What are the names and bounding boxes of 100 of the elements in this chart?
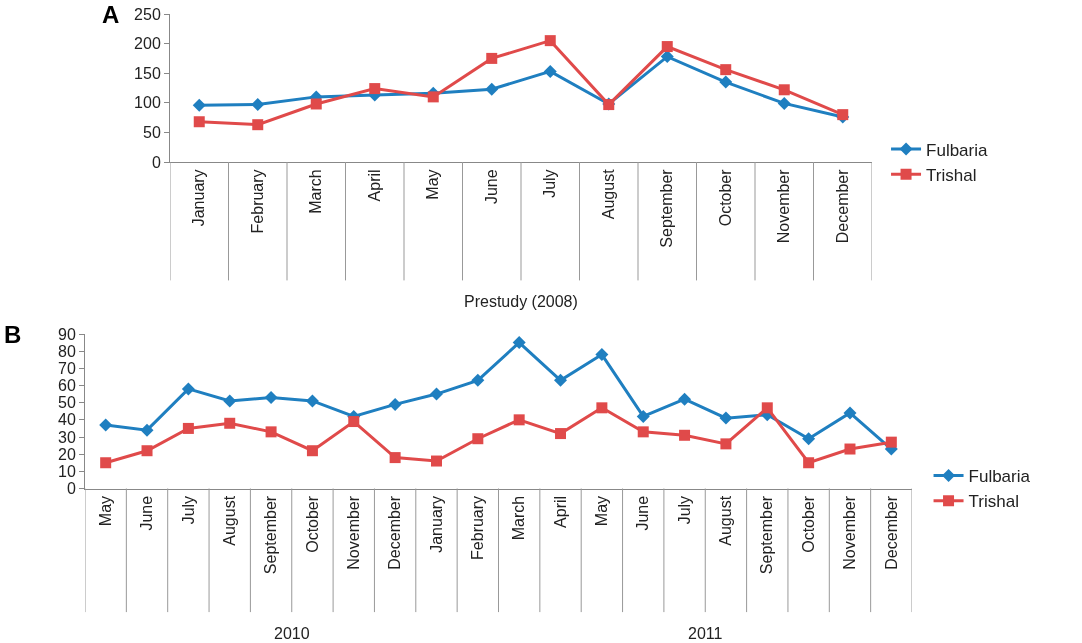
x-tick-label: September <box>658 168 676 248</box>
point <box>720 64 732 76</box>
legend-label: Trishal <box>926 165 977 185</box>
x-tick-label: June <box>482 169 500 205</box>
x-tick-label: December <box>833 168 851 244</box>
point <box>678 392 692 406</box>
x-tick-label: November <box>841 495 859 570</box>
point <box>224 417 236 429</box>
x-tick-label: January <box>427 495 445 553</box>
x-tick-label: August <box>717 495 735 546</box>
x-tick-label: February <box>248 169 266 234</box>
point <box>264 391 278 405</box>
point <box>595 348 609 362</box>
x-tick-label: December <box>882 495 900 570</box>
point <box>555 428 567 440</box>
legend-label: Fulbaria <box>926 140 988 160</box>
point <box>430 455 442 467</box>
point <box>388 397 402 411</box>
chart-title: B <box>4 321 22 348</box>
point <box>761 402 773 414</box>
y-tick-label: 0 <box>151 153 161 171</box>
y-tick-label: 60 <box>58 377 76 395</box>
x-tick-label: April <box>365 169 383 202</box>
x-tick-label: September <box>758 495 776 575</box>
x-tick-label: January <box>190 169 208 227</box>
point <box>719 75 733 89</box>
x-tick-label: February <box>469 495 487 560</box>
x-tick-label: March <box>510 495 528 541</box>
y-tick-label: 150 <box>134 64 161 82</box>
y-tick-label: 40 <box>58 411 76 429</box>
x-tick-label: October <box>799 495 817 553</box>
point <box>802 432 816 446</box>
point <box>192 98 206 112</box>
x-tick-label: July <box>675 495 693 525</box>
x-tick-label: August <box>220 495 238 546</box>
y-tick-label: 50 <box>143 124 161 141</box>
point <box>843 406 857 420</box>
y-tick-label: 100 <box>134 94 161 112</box>
legend-label: Trishal <box>968 492 1019 512</box>
legend-label: Fulbaria <box>968 467 1031 487</box>
point <box>429 387 443 401</box>
point <box>679 429 691 441</box>
point <box>661 41 673 53</box>
x-tick-label: September <box>262 495 280 575</box>
point <box>554 373 568 387</box>
text: 2011 <box>688 625 723 642</box>
point <box>310 98 322 110</box>
chart-title: A <box>102 1 120 28</box>
x-tick-label: October <box>716 168 734 227</box>
y-tick-label: 200 <box>134 35 161 53</box>
x-tick-label: July <box>179 495 197 525</box>
x-tick-label: July <box>541 169 559 198</box>
point <box>100 457 112 469</box>
y-tick-label: 70 <box>58 359 76 377</box>
x-tick-label: June <box>634 495 652 531</box>
y-tick-label: 90 <box>58 325 76 343</box>
text: 2010 <box>274 625 310 642</box>
point <box>181 382 195 396</box>
point <box>306 445 318 457</box>
point <box>596 402 608 414</box>
x-tick-label: April <box>551 495 569 528</box>
point <box>485 82 499 96</box>
point <box>140 423 154 437</box>
x-tick-label: October <box>303 495 321 553</box>
point <box>99 418 113 432</box>
x-tick-label: May <box>96 495 114 527</box>
point <box>369 83 381 95</box>
x-tick-label: December <box>386 495 404 570</box>
point <box>719 411 733 425</box>
point <box>844 443 856 455</box>
x-tick-label: June <box>138 495 156 531</box>
y-tick-label: 10 <box>58 462 76 480</box>
point <box>777 96 791 110</box>
point <box>471 373 485 387</box>
point <box>223 394 237 408</box>
point <box>660 50 674 64</box>
point <box>251 98 265 112</box>
point <box>636 409 650 423</box>
y-tick-label: 20 <box>58 445 76 463</box>
point <box>512 336 526 350</box>
point <box>720 438 732 450</box>
y-tick-label: 0 <box>66 480 76 498</box>
point <box>182 422 194 434</box>
point <box>305 394 319 408</box>
point <box>193 116 205 128</box>
point <box>141 445 153 457</box>
y-tick-label: 50 <box>58 394 76 412</box>
point <box>778 84 790 96</box>
point <box>427 91 439 103</box>
point <box>637 426 649 438</box>
point <box>265 426 277 438</box>
y-tick-label: 250 <box>134 5 161 23</box>
y-tick-label: 30 <box>58 428 76 446</box>
point <box>472 433 484 445</box>
x-tick-label: August <box>599 168 617 220</box>
point <box>885 436 897 448</box>
x-axis-title: Prestudy (2008) <box>464 293 578 310</box>
y-tick-label: 80 <box>58 342 76 360</box>
point <box>543 64 557 78</box>
point <box>544 35 556 47</box>
